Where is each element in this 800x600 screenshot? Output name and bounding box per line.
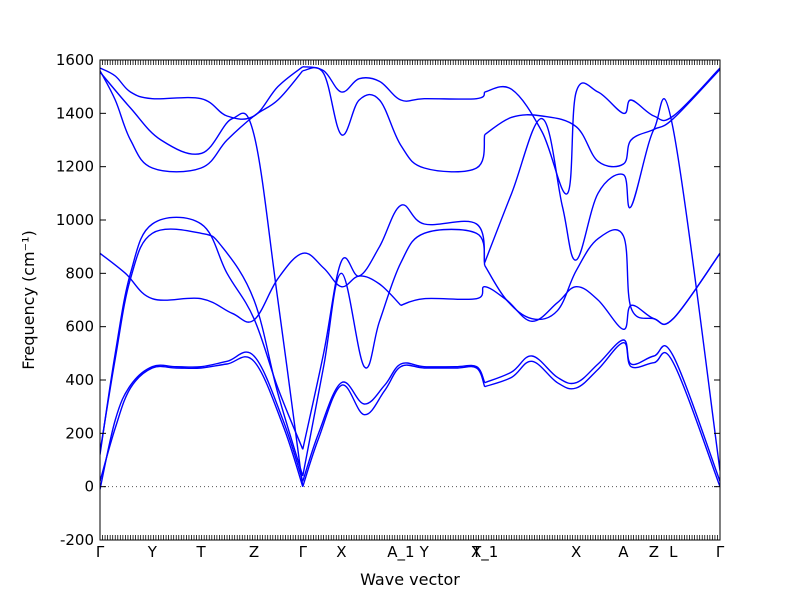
y-axis: -200 0 200 400 600 800 1000 1200 1400 1600 (56, 51, 720, 549)
y-tick-label: 200 (65, 424, 94, 442)
band-line-3 (484, 339, 720, 482)
band-line-13 (302, 228, 486, 477)
x-tick-label-5: Γ (299, 543, 308, 561)
y-tick-label: 1400 (56, 104, 94, 122)
band-line-15 (100, 70, 304, 173)
band-line-17 (484, 68, 720, 168)
y-tick-label: 1000 (56, 211, 94, 229)
band-line-20 (484, 67, 720, 195)
plot-frame (99, 59, 721, 541)
band-line-1 (100, 351, 304, 490)
x-tick-label-1: Γ (96, 543, 105, 561)
band-line-11 (484, 229, 720, 326)
y-tick-label: 400 (65, 371, 94, 389)
band-line-16 (302, 66, 486, 173)
x-tick-label-13: Z (649, 543, 659, 561)
y-tick-label: 1600 (56, 51, 94, 69)
band-line-14 (484, 98, 720, 471)
y-tick-label: 1200 (56, 158, 94, 176)
x-tick-label-8: Y (419, 543, 430, 561)
x-tick-label-15: Γ (716, 543, 725, 561)
x-tick-label-6: X (336, 543, 346, 561)
x-tick-label-14: L (669, 543, 678, 561)
x-tick-label-11: X (571, 543, 581, 561)
x-tick-label-9: T (471, 543, 482, 561)
x-tick-label-2: Y (147, 543, 158, 561)
band-line-10 (302, 204, 486, 450)
x-tick-label-3: T (196, 543, 207, 561)
band-line-18 (100, 66, 304, 120)
x-tick-label-4: Z (249, 543, 259, 561)
y-axis-title: Frequency (cm⁻¹) (19, 230, 38, 369)
x-axis: Γ Y T Z Γ X A_1 Y TX_1 X A Z L Γ (96, 543, 725, 562)
band-line-21 (100, 71, 304, 487)
band-line-12 (100, 228, 304, 477)
x-tick-label-7: A_1 (387, 543, 414, 562)
band-line-19 (302, 65, 486, 102)
y-tick-label: 600 (65, 318, 94, 336)
y-tick-label: 800 (65, 264, 94, 282)
y-tick-label: -200 (60, 531, 94, 549)
y-tick-label: 0 (84, 478, 94, 496)
phonon-bands (100, 65, 720, 490)
band-line-2 (302, 362, 486, 482)
x-axis-title: Wave vector (360, 570, 460, 589)
band-line-4 (100, 356, 304, 487)
band-line-5 (302, 364, 486, 487)
x-tick-label-12: A (618, 543, 629, 561)
band-line-6 (484, 341, 720, 487)
x-tick-label-10: X_1 (471, 543, 498, 562)
